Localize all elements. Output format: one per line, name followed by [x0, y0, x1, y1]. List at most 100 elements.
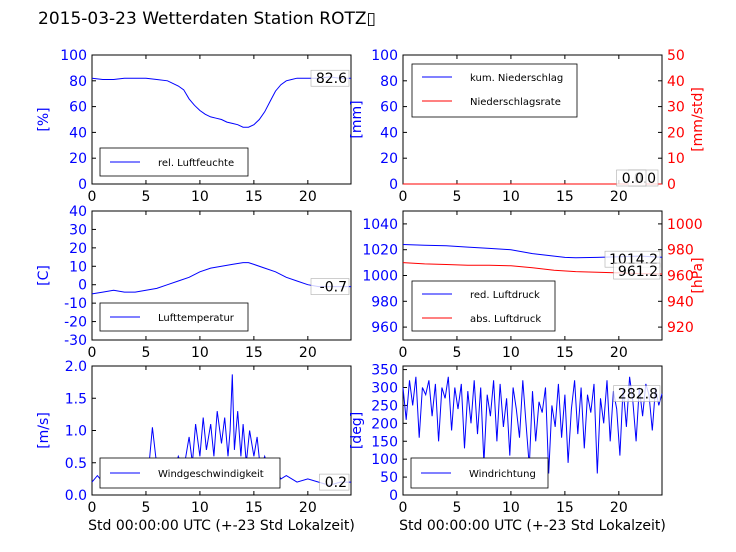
y-tick-label: 50: [380, 470, 398, 486]
x-tick-label: 5: [141, 500, 150, 516]
legend-label: Windgeschwindigkeit: [158, 469, 264, 480]
y-tick-label: 1040: [362, 217, 398, 233]
y-tick-label: 350: [371, 363, 398, 379]
legend-label: rel. Luftfeuchte: [158, 158, 234, 169]
legend-label: Lufttemperatur: [158, 313, 235, 324]
y-tick-label: 100: [371, 48, 398, 64]
y-tick-label: 40: [380, 125, 398, 141]
x-tick-label: 15: [556, 189, 574, 205]
y-tick-label: 0.5: [65, 456, 87, 472]
y-tick-label: 0.0: [65, 488, 87, 504]
x-tick-label: 10: [502, 345, 520, 361]
y-right-tick-label: 960: [667, 269, 694, 285]
y-axis-label: [C]: [36, 265, 52, 286]
chart-temperature: 0 5 10 15 20 -30 -20 -10 0 10 20 30 40 [C] Lufttempera…: [36, 204, 352, 361]
x-tick-label: 10: [191, 345, 209, 361]
series-line-0: [402, 376, 663, 474]
x-tick-label: 15: [556, 500, 574, 516]
y-right-axis-label: [mm/std]: [690, 87, 706, 152]
y-tick-label: 60: [380, 100, 398, 116]
y-right-tick-label: 980: [667, 243, 694, 259]
y-tick-label: 60: [69, 100, 87, 116]
x-tick-label: 20: [299, 500, 317, 516]
y-right-tick-label: 0: [667, 177, 676, 193]
legend-label: Niederschlagsrate: [470, 97, 561, 108]
y-tick-label: 10: [69, 259, 87, 275]
x-tick-label: 5: [141, 189, 150, 205]
x-tick-label: 0: [399, 345, 408, 361]
y-right-tick-label: 30: [667, 100, 685, 116]
y-right-tick-label: 40: [667, 74, 685, 90]
y-tick-label: 1.5: [65, 391, 87, 407]
x-tick-label: 15: [245, 345, 263, 361]
y-right-tick-label: 20: [667, 125, 685, 141]
y-tick-label: -30: [64, 333, 87, 349]
x-tick-label: 15: [556, 345, 574, 361]
value-label-box: [613, 385, 661, 402]
x-tick-label: 0: [88, 345, 97, 361]
legend-box: [411, 63, 578, 118]
y-axis-label: [deg]: [349, 412, 365, 449]
y-tick-label: 0: [78, 177, 87, 193]
y-tick-label: 1000: [362, 269, 398, 285]
x-tick-label: 10: [191, 500, 209, 516]
y-tick-label: 300: [371, 381, 398, 397]
value-label: 961.2: [618, 264, 658, 280]
value-label: 0.0: [622, 171, 644, 187]
x-tick-label: 15: [245, 189, 263, 205]
y-axis-label: [%]: [36, 107, 52, 131]
series-line-0: [91, 262, 351, 295]
y-tick-label: 20: [69, 241, 87, 257]
y-right-tick-label: 920: [667, 320, 694, 336]
x-tick-label: 10: [191, 189, 209, 205]
y-tick-label: 250: [371, 398, 398, 414]
y-tick-label: 960: [371, 320, 398, 336]
y-tick-label: 150: [371, 434, 398, 450]
x-tick-label: 20: [299, 345, 317, 361]
chart-humidity: 0 5 10 15 20 0 20 40 60 80 100 [%] rel. Luftfeuchte 8…: [36, 48, 352, 205]
value-label: 0.2: [325, 475, 347, 491]
y-tick-label: 40: [69, 204, 87, 220]
y-axis-label: [mm]: [349, 100, 365, 138]
y-tick-label: 1020: [362, 243, 398, 259]
value-label-box: [616, 169, 647, 187]
x-tick-label: 10: [502, 500, 520, 516]
x-tick-label: 5: [452, 345, 461, 361]
x-tick-label: 15: [245, 500, 263, 516]
y-axis-label: [m/s]: [36, 412, 52, 449]
legend-label: Windrichtung: [469, 469, 536, 480]
y-tick-label: 2.0: [65, 359, 87, 375]
x-tick-label: 5: [452, 189, 461, 205]
value-label-box: [310, 69, 350, 87]
y-tick-label: -10: [64, 296, 87, 312]
y-right-tick-label: 50: [667, 48, 685, 64]
value-label: 282.8: [618, 387, 658, 403]
y-tick-label: 200: [371, 416, 398, 432]
y-tick-label: 100: [371, 452, 398, 468]
legend-box: [411, 280, 556, 332]
x-tick-label: 0: [88, 500, 97, 516]
value-label: 82.6: [316, 71, 347, 87]
page-title: 2015-03-23 Wetterdaten Station ROTZ▯: [38, 9, 376, 29]
value-label-box: [310, 278, 350, 295]
value-label: -0.7: [320, 280, 347, 296]
x-tick-label: 0: [399, 500, 408, 516]
legend-label: kum. Niederschlag: [470, 73, 563, 84]
x-tick-label: 20: [610, 345, 628, 361]
y-tick-label: 0: [78, 278, 87, 294]
y-tick-label: 0: [389, 488, 398, 504]
y-tick-label: 100: [60, 48, 87, 64]
x-tick-label: 20: [610, 189, 628, 205]
x-tick-label: 0: [399, 189, 408, 205]
series-line-0: [91, 76, 351, 128]
y-tick-label: 40: [69, 125, 87, 141]
chart-pressure: 0 5 10 15 20 960 980 1000 1020 1040 920 940 960 980 10…: [362, 210, 706, 361]
value-label-box: [613, 262, 661, 280]
x-tick-label: 20: [610, 500, 628, 516]
x-tick-label: 5: [141, 345, 150, 361]
value-label-box: [319, 473, 350, 491]
chart-precip: 0 5 10 15 20 0 20 40 60 80 100 0 10 20 30 40 50 [mm] [mm/s…: [349, 48, 706, 205]
